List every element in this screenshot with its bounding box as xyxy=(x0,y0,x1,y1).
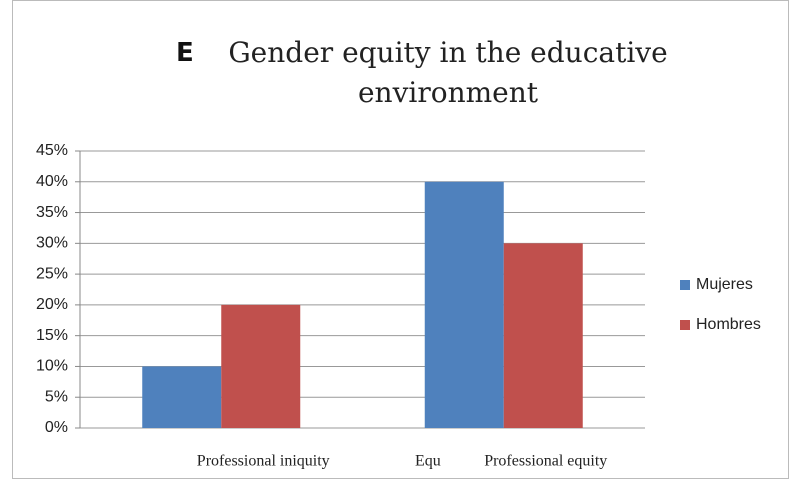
y-tick-label: 40% xyxy=(36,173,68,190)
x-tick-label: Professional iniquity xyxy=(197,453,330,470)
y-tick-label: 0% xyxy=(45,419,68,436)
y-tick-label: 5% xyxy=(45,388,68,405)
y-tick-label: 15% xyxy=(36,327,68,344)
y-tick-label: 30% xyxy=(36,235,68,252)
y-tick-label: 25% xyxy=(36,265,68,282)
bar xyxy=(142,366,222,428)
x-tick-label: Professional equity xyxy=(484,453,607,470)
title-letter: E xyxy=(176,38,194,68)
y-tick-label: 35% xyxy=(36,204,68,221)
bar xyxy=(424,181,504,428)
annotation: Equ xyxy=(415,453,441,470)
bar xyxy=(503,243,583,428)
y-tick-label: 20% xyxy=(36,296,68,313)
legend-label: Hombres xyxy=(696,316,761,333)
legend-swatch xyxy=(680,280,690,290)
bar xyxy=(221,304,301,428)
chart-title: Gender equity in the educative environme… xyxy=(228,36,668,109)
y-tick-label: 10% xyxy=(36,358,68,375)
y-tick-label: 45% xyxy=(36,142,68,159)
legend-swatch xyxy=(680,320,690,330)
legend-label: Mujeres xyxy=(696,276,753,293)
